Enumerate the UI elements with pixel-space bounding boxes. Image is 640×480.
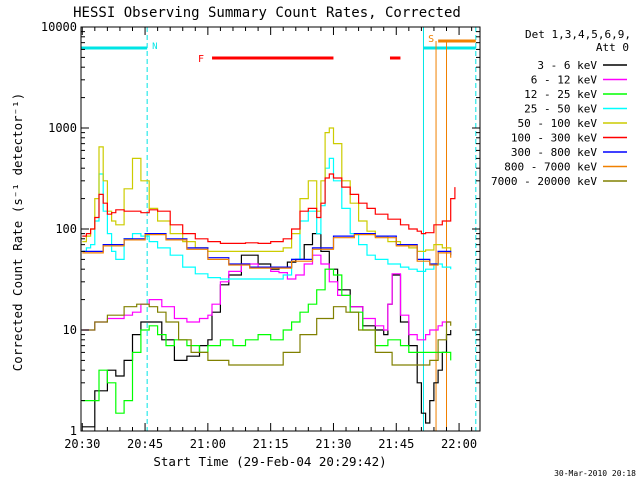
series-line-4 (82, 127, 452, 252)
series-line-6 (82, 233, 452, 268)
plot-timestamp: 30-Mar-2010 20:18 (554, 469, 636, 478)
x-tick-label: 21:45 (378, 437, 414, 451)
legend-label-3: 25 - 50 keV (524, 103, 597, 116)
y-axis-label: Corrected Count Rate (s⁻¹ detector⁻¹) (10, 93, 25, 371)
x-axis-label: Start Time (29-Feb-04 20:29:42) (153, 454, 386, 469)
x-tick-label: 20:45 (127, 437, 163, 451)
legend: Det 1,3,4,5,6,9,Att 0 3 - 6 keV 6 - 12 keV… (491, 28, 631, 188)
y-tick-label: 10000 (41, 20, 77, 34)
x-tick-label: 21:00 (190, 437, 226, 451)
series-line-3 (82, 157, 452, 280)
series-line-1 (82, 254, 451, 341)
series-line-7 (82, 234, 452, 269)
series-line-0 (82, 233, 452, 428)
legend-header-att: Att 0 (596, 41, 629, 54)
series-lines (82, 127, 456, 428)
x-tick-label: 21:30 (315, 437, 351, 451)
legend-label-6: 300 - 800 keV (511, 146, 597, 159)
series-line-8 (82, 303, 452, 366)
legend-label-1: 6 - 12 keV (531, 74, 598, 87)
plot-frame (80, 26, 481, 432)
flag-s-label: S (428, 34, 434, 45)
legend-label-7: 800 - 7000 keV (504, 161, 597, 174)
flag-n-label: N (152, 42, 157, 52)
series-line-5 (82, 173, 456, 244)
y-tick-label: 100 (55, 222, 77, 236)
flag-f-label: F (198, 54, 204, 65)
y-tick-label: 1000 (48, 121, 77, 135)
axes: 1 10 100 1000 10000 20:30 20:45 21:00 21:15 21:30… (41, 20, 480, 451)
legend-label-5: 100 - 300 keV (511, 132, 597, 145)
y-tick-label: 1 (70, 424, 77, 438)
series-line-2 (82, 268, 452, 414)
x-tick-label: 21:15 (253, 437, 289, 451)
legend-label-8: 7000 - 20000 keV (491, 175, 597, 188)
legend-label-4: 50 - 100 keV (518, 117, 598, 130)
x-tick-label: 22:00 (441, 437, 477, 451)
y-tick-label: 10 (63, 323, 77, 337)
legend-label-0: 3 - 6 keV (537, 59, 597, 72)
x-tick-label: 20:30 (64, 437, 100, 451)
chart-title: HESSI Observing Summary Count Rates, Cor… (73, 5, 461, 21)
legend-label-2: 12 - 25 keV (524, 88, 597, 101)
legend-header: Det 1,3,4,5,6,9, (525, 28, 631, 41)
